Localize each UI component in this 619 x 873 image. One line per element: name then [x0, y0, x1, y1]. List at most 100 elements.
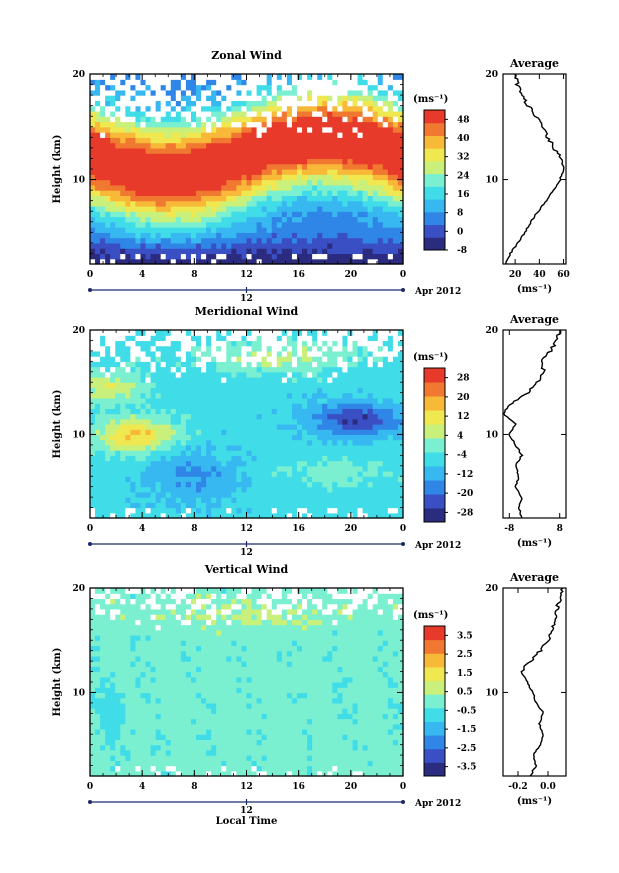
heatmap-cell — [397, 232, 404, 239]
heatmap-cell — [211, 434, 217, 441]
heatmap-cell — [100, 361, 106, 368]
heatmap-cell — [226, 142, 232, 149]
heatmap-cell — [201, 434, 207, 441]
heatmap-cell — [276, 190, 283, 196]
heatmap-cell — [125, 366, 131, 373]
heatmap-cell — [185, 429, 192, 436]
heatmap-cell — [140, 227, 147, 233]
heatmap-cell — [130, 205, 137, 212]
heatmap-cell — [180, 142, 187, 149]
colorbar-segment — [424, 508, 445, 523]
heatmap-cell — [110, 174, 116, 181]
heatmap-cell — [100, 444, 106, 451]
heatmap-cell — [377, 408, 384, 415]
heatmap-cell — [246, 392, 253, 399]
heatmap-cell — [231, 237, 237, 244]
heatmap-cell — [160, 434, 167, 441]
heatmap-cell — [322, 335, 328, 342]
heatmap-cell — [201, 502, 207, 509]
heatmap-cell — [95, 507, 101, 514]
heatmap-cell — [387, 200, 394, 207]
heatmap-cell — [110, 603, 116, 610]
heatmap-cell — [372, 476, 379, 483]
heatmap-cell — [387, 408, 394, 415]
heatmap-cell — [90, 361, 96, 368]
heatmap-cell — [90, 356, 96, 362]
heatmap-cell — [312, 174, 318, 181]
heatmap-cell — [302, 163, 308, 170]
heatmap-cell — [256, 216, 263, 223]
heatmap-cell — [322, 486, 328, 493]
heatmap-cell — [367, 205, 374, 212]
heatmap-cell — [201, 132, 207, 138]
heatmap-cell — [246, 100, 253, 107]
heatmap-cell — [155, 79, 162, 86]
heatmap-cell — [271, 79, 278, 86]
heatmap-cell — [327, 387, 333, 394]
heatmap-cell — [266, 137, 273, 144]
heatmap-cell — [261, 126, 268, 133]
heatmap-cell — [347, 340, 354, 347]
heatmap-cell — [185, 158, 192, 165]
heatmap-cell — [180, 232, 187, 239]
heatmap-cell — [296, 377, 303, 383]
heatmap-cell — [130, 195, 137, 202]
heatmap-cell — [206, 481, 212, 488]
heatmap-cell — [281, 413, 288, 420]
heatmap-cell — [180, 95, 187, 101]
heatmap-cell — [155, 232, 162, 239]
heatmap-cell — [105, 650, 111, 657]
heatmap-cell — [206, 100, 212, 107]
heatmap-cell — [372, 491, 379, 498]
heatmap-cell — [291, 392, 298, 399]
heatmap-cell — [130, 179, 137, 186]
heatmap-cell — [246, 497, 253, 503]
heatmap-cell — [392, 486, 399, 493]
heatmap-cell — [286, 444, 293, 451]
heatmap-cell — [291, 221, 298, 228]
heatmap-cell — [307, 147, 313, 154]
heatmap-cell — [231, 444, 237, 451]
heatmap-cell — [190, 382, 197, 389]
heatmap-cell — [115, 408, 121, 415]
heatmap-cell — [387, 330, 394, 336]
heatmap-cell — [221, 237, 227, 244]
heatmap-cell — [377, 163, 384, 170]
heatmap-cell — [140, 418, 147, 425]
heatmap-cell — [105, 629, 111, 636]
heatmap-cell — [165, 121, 172, 128]
heatmap-cell — [130, 253, 137, 260]
heatmap-cell — [165, 205, 172, 212]
heatmap-cell — [150, 371, 157, 378]
heatmap-cell — [211, 105, 217, 112]
heatmap-cell — [377, 237, 384, 244]
heatmap-cell — [206, 110, 212, 117]
heatmap-cell — [296, 455, 303, 462]
heatmap-cell — [120, 387, 126, 394]
heatmap-cell — [291, 439, 298, 446]
heatmap-cell — [302, 79, 308, 86]
heatmap-cell — [90, 371, 96, 378]
heatmap-cell — [135, 460, 142, 467]
heatmap-cell — [302, 434, 308, 441]
heatmap-cell — [125, 190, 131, 196]
heatmap-cell — [307, 110, 313, 117]
heatmap-cell — [160, 512, 167, 519]
heatmap-cell — [286, 465, 293, 472]
heatmap-cell — [246, 361, 253, 368]
heatmap-cell — [190, 84, 197, 91]
heatmap-cell — [236, 371, 243, 378]
heatmap-cell — [281, 116, 288, 123]
heatmap-cell — [337, 335, 344, 342]
heatmap-cell — [261, 258, 268, 265]
heatmap-cell — [160, 158, 167, 165]
heatmap-cell — [327, 397, 333, 404]
heatmap-cell — [251, 340, 258, 347]
heatmap-cell — [296, 497, 303, 503]
heatmap-cell — [170, 174, 177, 181]
heatmap-cell — [135, 227, 142, 233]
heatmap-cell — [302, 330, 308, 336]
heatmap-cell — [90, 619, 96, 626]
heatmap-cell — [392, 190, 399, 196]
heatmap-cell — [160, 491, 167, 498]
